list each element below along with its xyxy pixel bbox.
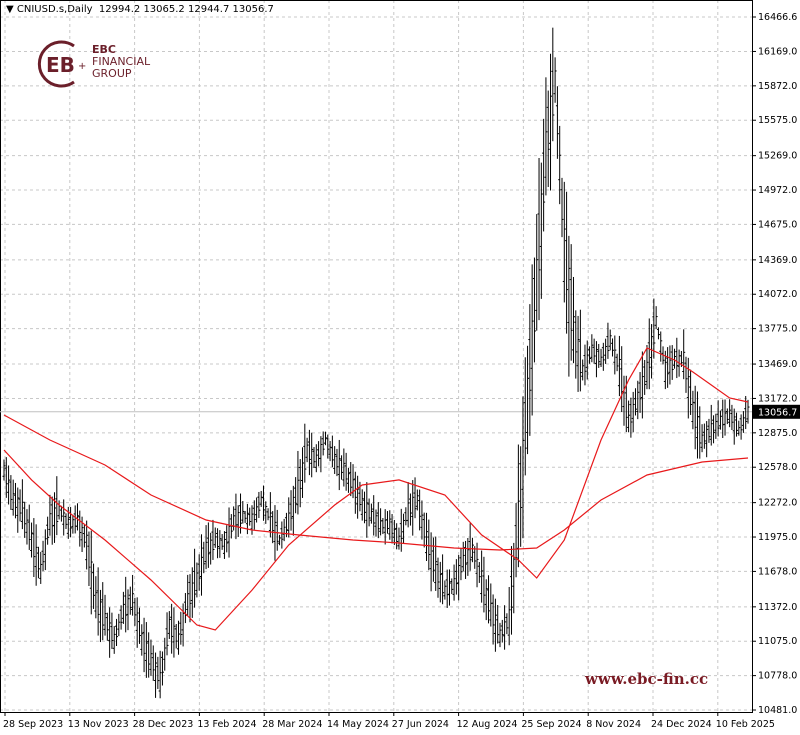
y-tick-label: 13469.0 (758, 359, 797, 370)
chart-title: ▼ CNIUSD.s,Daily 12994.2 13065.2 12944.7… (6, 4, 274, 15)
y-tick-label: 12875.0 (758, 428, 797, 439)
current-price-box (753, 404, 800, 419)
y-tick-label: 15269.0 (758, 151, 797, 162)
close-value: 13056.7 (232, 4, 274, 15)
svg-text:+: + (78, 61, 86, 72)
y-tick-label: 11678.0 (758, 566, 797, 577)
ebc-logo-icon: EB + (37, 40, 86, 88)
watermark: www.ebc-fin.cc (585, 670, 709, 688)
y-tick-label: 10481.0 (758, 705, 797, 716)
bars-group (2, 27, 750, 699)
x-tick-label: 28 Mar 2024 (262, 719, 322, 730)
current-price-label: 13056.7 (758, 407, 797, 418)
x-tick-label: 27 Jun 2024 (392, 719, 449, 730)
x-tick-label: 28 Sep 2023 (3, 719, 63, 730)
moving-average-line (3, 414, 749, 551)
y-tick-label: 14369.0 (758, 255, 797, 266)
y-tick-label: 12272.0 (758, 498, 797, 509)
x-tick-label: 8 Nov 2024 (586, 719, 641, 730)
y-tick-label: 16169.0 (758, 46, 797, 57)
x-tick-label: 10 Feb 2025 (716, 719, 775, 730)
y-tick-label: 10778.0 (758, 671, 797, 682)
logo-text: EBC FINANCIAL GROUP (92, 44, 150, 80)
y-tick-label: 15872.0 (758, 81, 797, 92)
x-tick-label: 13 Feb 2024 (197, 719, 256, 730)
open-value: 12994.2 (98, 4, 141, 15)
x-tick-label: 25 Sep 2024 (521, 719, 581, 730)
y-tick-label: 15575.0 (758, 115, 797, 126)
y-tick-label: 16466.6 (758, 12, 797, 23)
plot-border (0, 0, 753, 713)
y-tick-label: 12578.0 (758, 462, 797, 473)
y-tick-label: 14972.0 (758, 185, 797, 196)
x-tick-label: 12 Aug 2024 (457, 719, 518, 730)
low-value: 12944.7 (187, 4, 230, 15)
y-tick-label: 11975.0 (758, 532, 797, 543)
y-tick-label: 11075.0 (758, 636, 797, 647)
x-tick-label: 14 May 2024 (327, 719, 389, 730)
y-tick-label: 14072.0 (758, 289, 797, 300)
y-tick-label: 13775.0 (758, 324, 797, 335)
y-tick-label: 11372.0 (758, 602, 797, 613)
x-tick-label: 24 Dec 2024 (651, 719, 712, 730)
logo-line: EBC (92, 43, 116, 56)
x-tick-label: 28 Dec 2023 (133, 719, 194, 730)
symbol-label: CNIUSD.s,Daily (16, 4, 93, 15)
logo-line: FINANCIAL (92, 55, 151, 68)
x-tick-label: 13 Nov 2023 (68, 719, 129, 730)
moving-average-line (3, 347, 749, 631)
y-tick-label: 13172.0 (758, 393, 797, 404)
svg-text:EB: EB (46, 53, 75, 77)
logo-line: GROUP (92, 67, 132, 80)
y-tick-label: 14675.0 (758, 219, 797, 230)
high-value: 13065.2 (143, 4, 185, 15)
